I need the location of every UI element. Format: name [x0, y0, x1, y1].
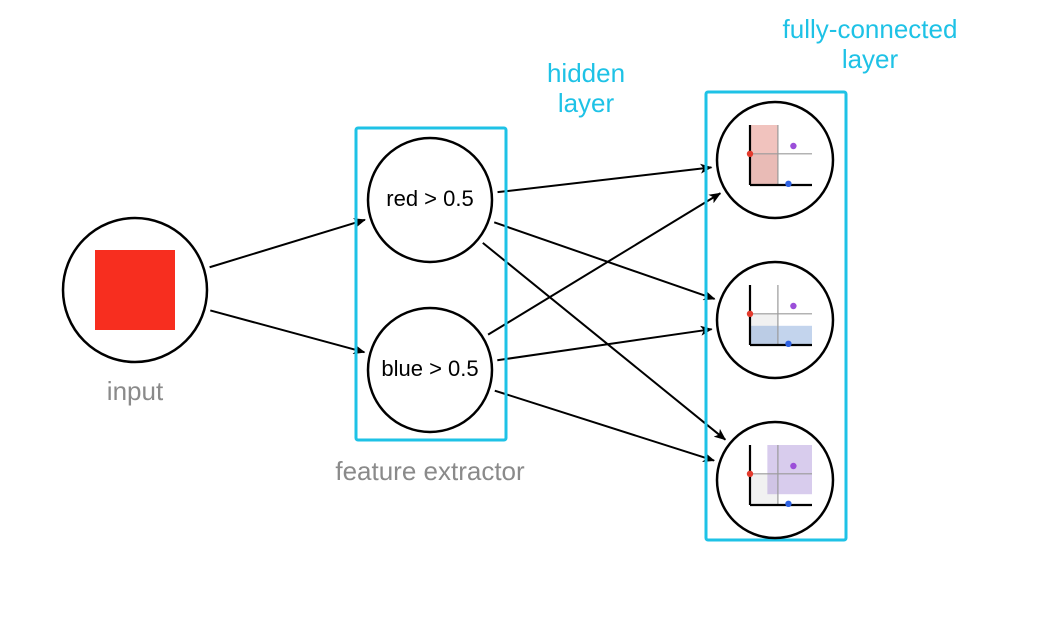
mini-dot-red	[747, 151, 753, 157]
edge-hidden2-fc1	[488, 193, 720, 334]
edge-hidden1-fc2	[494, 222, 714, 299]
mini-dot-purple	[790, 463, 796, 469]
mini-dot-red	[747, 311, 753, 317]
node-hidden1-label: red > 0.5	[386, 186, 473, 211]
node-hidden2-label: blue > 0.5	[381, 356, 478, 381]
edge-hidden2-fc3	[495, 391, 714, 461]
node-fc2	[717, 262, 833, 378]
label-feature-extractor: feature extractor	[335, 456, 525, 486]
edge-hidden1-fc1	[498, 167, 712, 192]
mini-dot-blue	[785, 501, 791, 507]
label-hidden-layer: hiddenlayer	[547, 58, 625, 118]
node-hidden2: blue > 0.5	[368, 308, 492, 432]
input-red-square-icon	[95, 250, 175, 330]
mini-dot-red	[747, 471, 753, 477]
edge-input-hidden1	[210, 220, 365, 267]
labels-layer: input feature extractor hiddenlayer fully-c…	[107, 14, 958, 486]
mini-dot-purple	[790, 143, 796, 149]
node-fc1	[717, 102, 833, 218]
edge-input-hidden2	[210, 310, 364, 352]
mini-dot-blue	[785, 181, 791, 187]
node-fc3	[717, 422, 833, 538]
mini-dot-purple	[790, 303, 796, 309]
diagram-canvas: red > 0.5 blue > 0.5 input feature extract…	[0, 0, 1058, 630]
mini-region-highlight	[750, 326, 812, 345]
mini-region-highlight	[750, 125, 778, 185]
label-input: input	[107, 376, 164, 406]
node-input	[63, 218, 207, 362]
mini-region-highlight	[767, 445, 812, 494]
node-hidden1: red > 0.5	[368, 138, 492, 262]
edge-hidden1-fc3	[483, 243, 726, 440]
mini-dot-blue	[785, 341, 791, 347]
edge-hidden2-fc2	[497, 329, 711, 360]
label-fc-layer: fully-connectedlayer	[783, 14, 958, 74]
